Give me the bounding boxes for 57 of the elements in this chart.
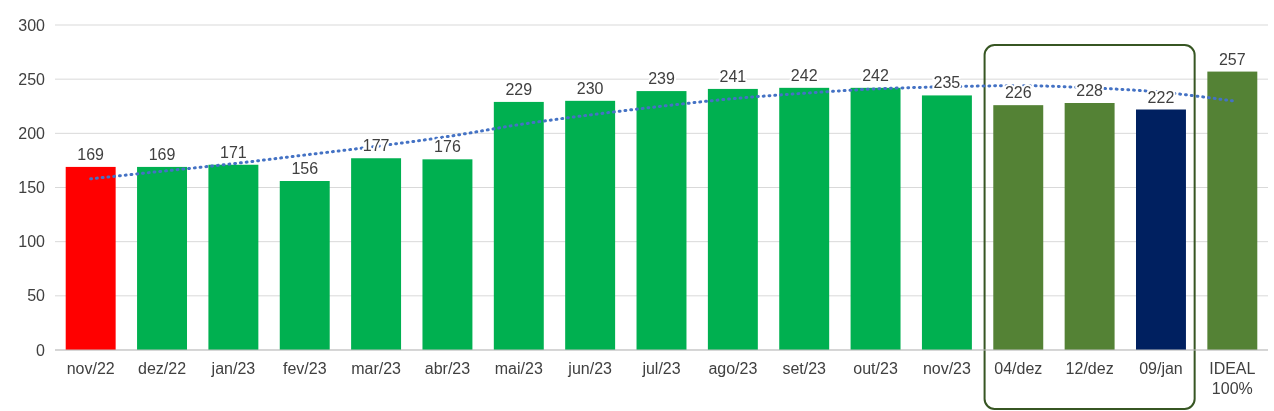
- y-tick-label: 0: [36, 341, 46, 359]
- bar: [565, 100, 616, 350]
- data-label: 226: [1004, 84, 1032, 102]
- x-tick-label: out/23: [853, 360, 898, 377]
- bar: [279, 181, 330, 350]
- x-tick-label: ago/23: [708, 360, 758, 377]
- data-label: 169: [148, 145, 176, 163]
- bar: [779, 87, 830, 350]
- bar: [1136, 109, 1186, 350]
- data-label: 242: [790, 66, 818, 84]
- data-label: 176: [434, 138, 461, 156]
- data-label: 239: [648, 70, 675, 88]
- y-tick-label: 200: [18, 124, 46, 142]
- x-tick-label: mar/23: [351, 360, 402, 377]
- x-tick-label: jan/23: [210, 360, 256, 377]
- x-tick-label: set/23: [782, 360, 827, 377]
- x-tick-label: jun/23: [567, 360, 613, 377]
- bar: [208, 164, 259, 350]
- data-label: 156: [291, 160, 319, 177]
- data-label: 229: [505, 80, 533, 98]
- bar: [1207, 71, 1258, 350]
- bar: [921, 95, 972, 350]
- bar: [493, 101, 544, 350]
- data-label: 171: [220, 143, 247, 161]
- bar: [65, 166, 116, 350]
- bar: [850, 87, 901, 350]
- x-tick-label: abr/23: [424, 360, 471, 377]
- y-tick-label: 250: [18, 70, 46, 88]
- x-tick-label: 09/jan: [1139, 360, 1183, 377]
- y-tick-label: 100: [18, 233, 46, 251]
- x-tick-label: 12/dez: [1065, 360, 1114, 377]
- y-tick-label: 150: [18, 179, 46, 197]
- bar: [636, 91, 687, 350]
- y-tick-label: 50: [27, 287, 46, 305]
- bar: [993, 105, 1044, 350]
- bar: [422, 159, 473, 350]
- x-tick-label: 04/dez: [994, 360, 1043, 377]
- bar: [137, 166, 187, 350]
- x-tick-label: nov/23: [922, 360, 972, 377]
- data-label: 257: [1218, 50, 1246, 68]
- bar: [351, 158, 402, 350]
- data-label: 228: [1076, 82, 1104, 99]
- data-label: 222: [1147, 88, 1175, 106]
- x-tick-label: IDEAL 100%: [1209, 360, 1256, 397]
- bar: [707, 88, 758, 350]
- bar: [1064, 103, 1115, 350]
- data-label: 177: [362, 137, 390, 155]
- y-tick-label: 300: [18, 16, 46, 34]
- x-tick-label: dez/22: [138, 360, 187, 377]
- x-tick-label: fev/23: [282, 360, 327, 377]
- x-tick-label: nov/22: [66, 360, 115, 377]
- x-tick-label: mai/23: [494, 360, 543, 377]
- data-label: 230: [576, 79, 604, 97]
- data-label: 241: [719, 67, 747, 85]
- x-tick-label: jul/23: [641, 360, 681, 377]
- data-label: 242: [862, 66, 889, 84]
- data-label: 169: [77, 145, 105, 163]
